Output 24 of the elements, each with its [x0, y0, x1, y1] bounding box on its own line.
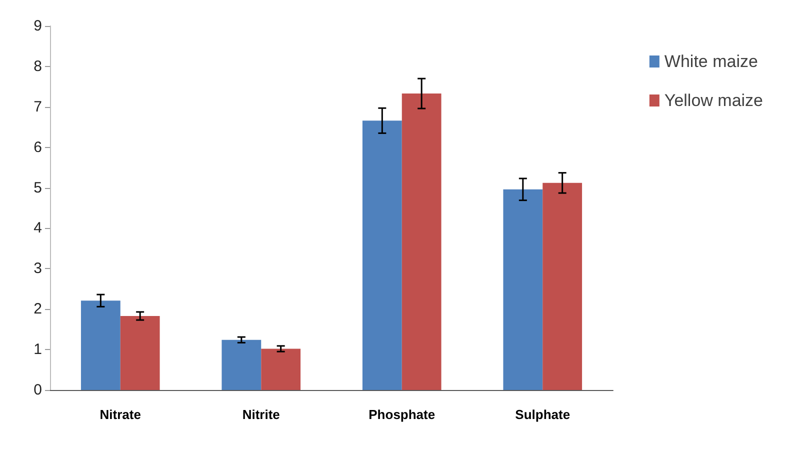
- x-tick-label: Sulphate: [515, 407, 570, 422]
- bar: [261, 348, 301, 390]
- y-tick-label: 0: [34, 382, 42, 398]
- y-tick-label: 5: [34, 179, 42, 196]
- legend-label: Yellow maize: [664, 91, 764, 110]
- y-tick-label: 2: [34, 300, 42, 318]
- bar: [402, 94, 442, 390]
- y-tick-label: 6: [34, 138, 42, 156]
- bar: [503, 189, 543, 390]
- bar: [80, 300, 120, 390]
- x-tick-label: Nitrate: [100, 407, 141, 422]
- legend-label: White maize: [664, 52, 758, 71]
- y-tick-label: 8: [34, 58, 42, 75]
- bar: [542, 182, 582, 390]
- y-tick-label: 9: [34, 18, 42, 34]
- bar: [120, 316, 160, 390]
- bar: [362, 120, 402, 390]
- y-tick-label: 4: [34, 220, 42, 237]
- x-tick-label: Nitrite: [242, 407, 280, 422]
- y-tick-label: 7: [34, 98, 42, 116]
- bar: [222, 340, 262, 390]
- y-tick-label: 1: [34, 341, 42, 358]
- y-tick-label: 3: [34, 260, 42, 278]
- x-tick-label: Phosphate: [368, 407, 436, 422]
